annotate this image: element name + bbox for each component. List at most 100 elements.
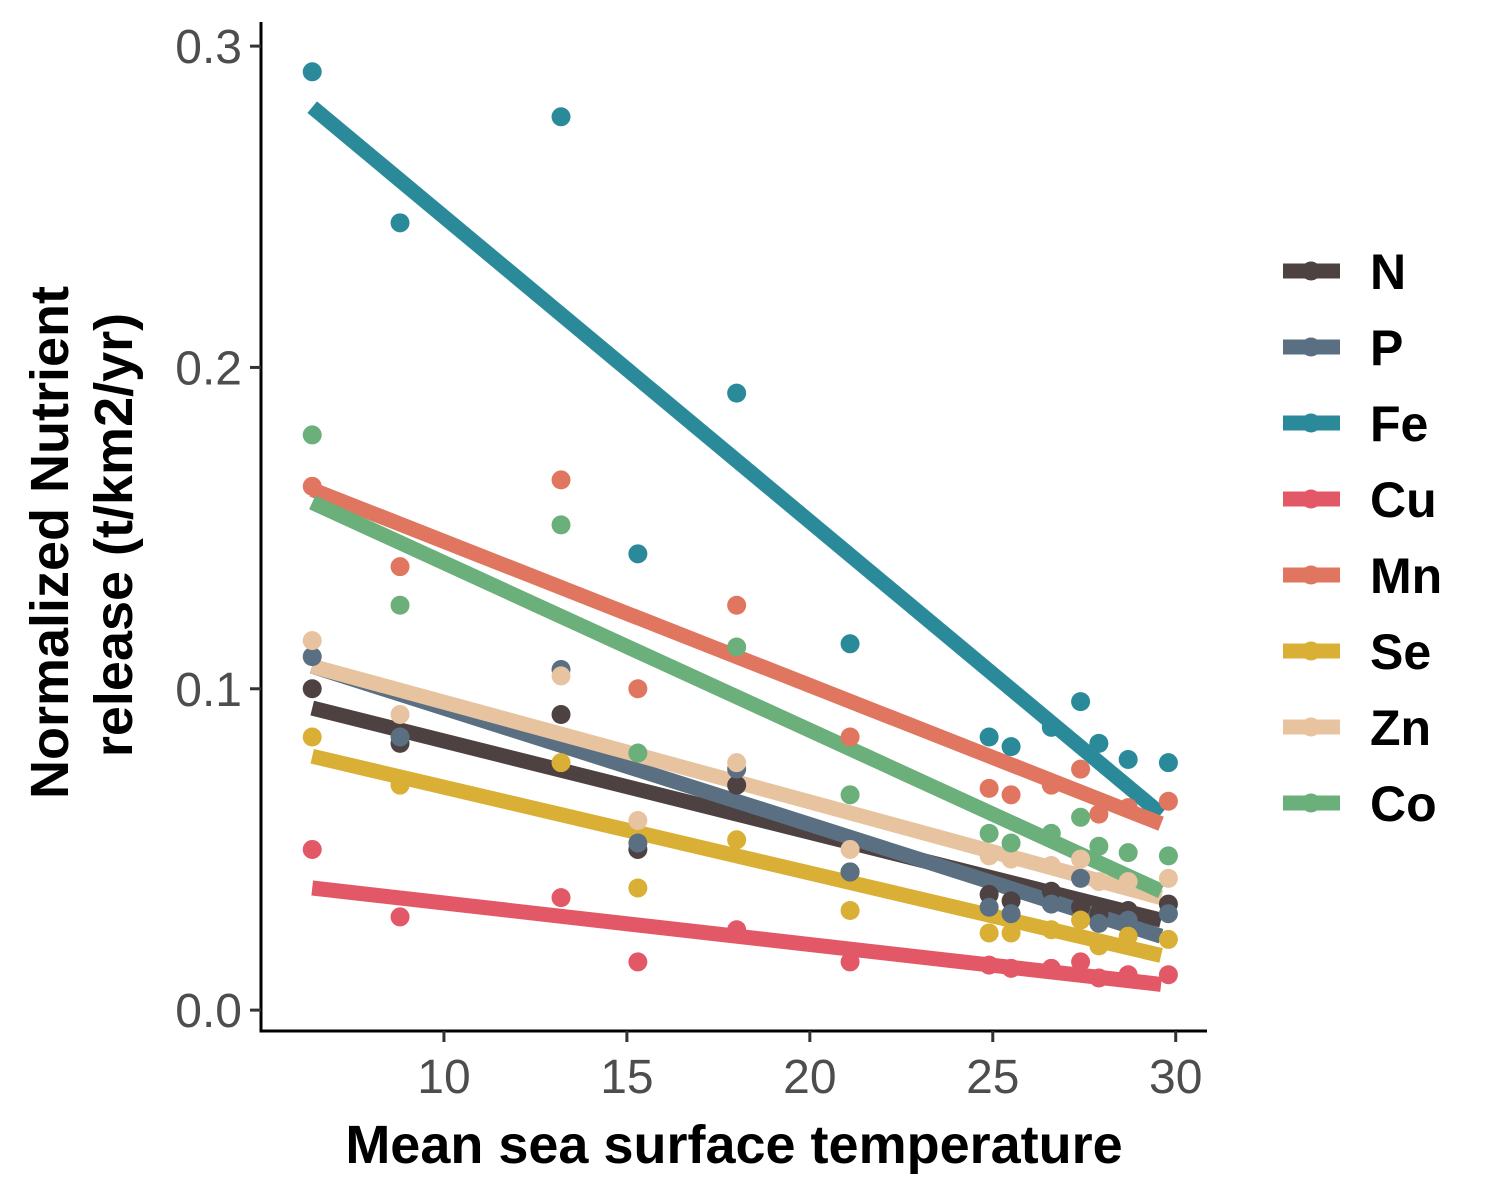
legend-label: Mn	[1370, 548, 1442, 604]
y-tick-label: 0.2	[175, 342, 242, 395]
point-se	[1041, 920, 1061, 940]
point-zn	[727, 753, 747, 773]
point-zn	[1001, 849, 1021, 869]
point-p	[1118, 910, 1138, 930]
point-se	[628, 878, 648, 898]
point-se	[1071, 910, 1091, 930]
legend-key-point	[1301, 641, 1321, 661]
legend-label: N	[1370, 244, 1406, 300]
fit-line-co	[309, 495, 1165, 899]
point-mn	[390, 557, 410, 577]
point-fe	[302, 62, 322, 82]
legend-item-fe: Fe	[1283, 396, 1428, 452]
point-zn	[302, 631, 322, 651]
point-se	[1118, 926, 1138, 946]
legend-item-p: P	[1283, 320, 1403, 376]
point-zn	[1118, 872, 1138, 892]
point-cu	[1041, 958, 1061, 978]
point-se	[979, 923, 999, 943]
point-mn	[840, 727, 860, 747]
point-p	[1041, 894, 1061, 914]
legend-item-zn: Zn	[1283, 700, 1431, 756]
fit-line-mn	[309, 482, 1164, 831]
point-zn	[840, 839, 860, 859]
point-mn	[1118, 798, 1138, 818]
point-cu	[840, 952, 860, 972]
point-p	[628, 833, 648, 853]
legend-label: Fe	[1370, 396, 1428, 452]
point-zn	[1089, 872, 1109, 892]
point-fe	[1041, 717, 1061, 737]
point-cu	[727, 920, 747, 940]
point-mn	[1071, 759, 1091, 779]
legend-label: Se	[1370, 624, 1431, 680]
point-se	[1001, 923, 1021, 943]
point-zn	[979, 846, 999, 866]
point-zn	[1071, 849, 1091, 869]
x-tick-label: 25	[966, 1051, 1019, 1104]
legend: NP Fe Cu Mn Se Zn Co	[1283, 244, 1442, 832]
point-mn	[727, 595, 747, 615]
point-cu	[1071, 952, 1091, 972]
legend-key-point	[1301, 489, 1321, 509]
legend-key-point	[1301, 793, 1321, 813]
point-co	[1118, 843, 1138, 863]
point-cu	[1118, 965, 1138, 985]
point-co	[840, 785, 860, 805]
point-mn	[1158, 791, 1178, 811]
point-mn	[1001, 785, 1021, 805]
point-n	[727, 775, 747, 795]
point-mn	[979, 778, 999, 798]
point-zn	[628, 811, 648, 831]
regression-lines	[307, 101, 1166, 992]
point-p	[979, 897, 999, 917]
point-se	[390, 775, 410, 795]
point-zn	[1158, 868, 1178, 888]
point-mn	[302, 476, 322, 496]
data-points	[302, 62, 1178, 988]
point-cu	[302, 839, 322, 859]
point-co	[628, 743, 648, 763]
point-zn	[390, 704, 410, 724]
legend-key-point	[1301, 261, 1321, 281]
legend-key-point	[1301, 337, 1321, 357]
y-axis-title: Normalized Nutrient release (t/km2/yr)	[20, 271, 144, 799]
y-tick-label: 0.0	[175, 985, 242, 1038]
point-zn	[1041, 856, 1061, 876]
point-cu	[1158, 965, 1178, 985]
point-se	[1158, 929, 1178, 949]
point-p	[1158, 904, 1178, 924]
point-co	[1158, 846, 1178, 866]
legend-item-n: N	[1283, 244, 1406, 300]
point-mn	[1089, 804, 1109, 824]
legend-item-cu: Cu	[1283, 472, 1437, 528]
point-p	[302, 647, 322, 667]
legend-item-se: Se	[1283, 624, 1431, 680]
point-fe	[840, 634, 860, 654]
point-cu	[1089, 968, 1109, 988]
point-se	[551, 753, 571, 773]
fit-line-fe	[307, 101, 1166, 820]
point-n	[551, 704, 571, 724]
point-p	[1001, 904, 1021, 924]
point-zn	[551, 666, 571, 686]
point-fe	[1118, 749, 1138, 769]
x-tick-label: 20	[783, 1051, 836, 1104]
legend-label: Cu	[1370, 472, 1437, 528]
x-axis-title: Mean sea surface temperature	[345, 1115, 1122, 1175]
legend-label: P	[1370, 320, 1403, 376]
point-cu	[628, 952, 648, 972]
y-axis-ticks: 0.0 0.1 0.2 0.3	[175, 21, 261, 1038]
legend-label: Zn	[1370, 700, 1431, 756]
point-n	[302, 679, 322, 699]
point-co	[727, 637, 747, 657]
legend-item-mn: Mn	[1283, 548, 1442, 604]
point-fe	[727, 383, 747, 403]
legend-key-point	[1301, 717, 1321, 737]
legend-key-point	[1301, 565, 1321, 585]
point-fe	[1089, 733, 1109, 753]
point-co	[390, 595, 410, 615]
legend-item-co: Co	[1283, 776, 1437, 832]
x-axis-ticks: 10 15 20 25 30	[417, 1031, 1202, 1104]
